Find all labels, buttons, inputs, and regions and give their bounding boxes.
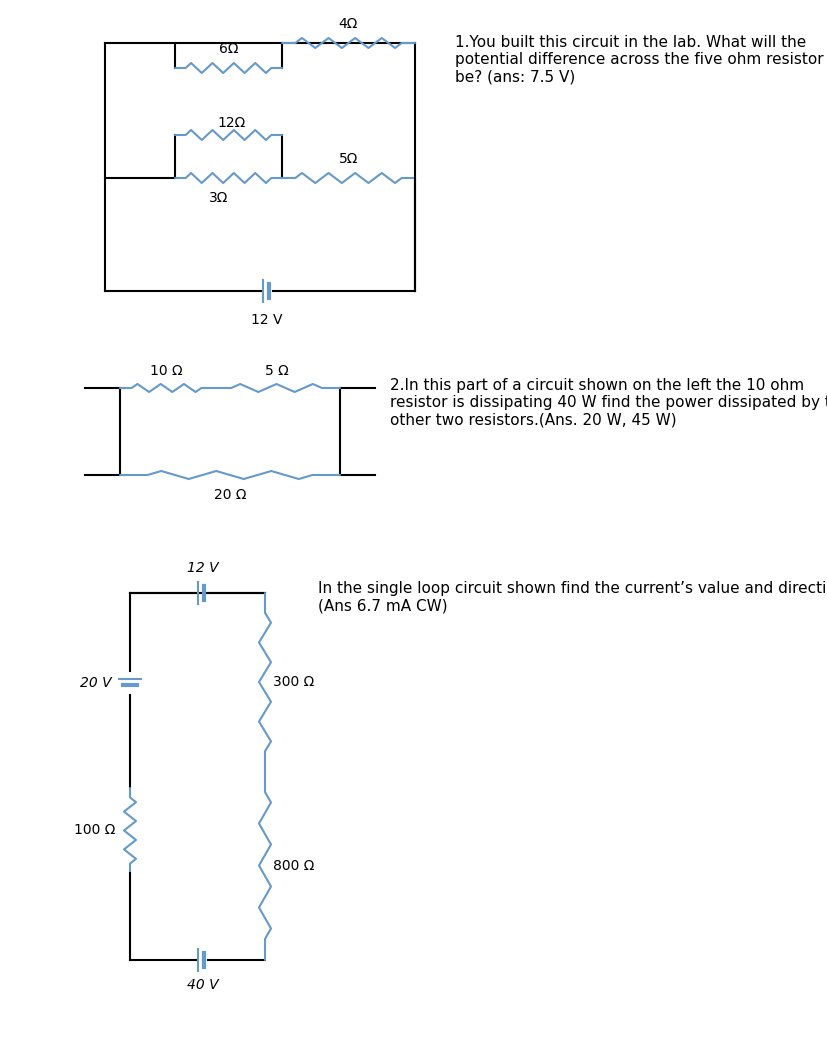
Text: 100 Ω: 100 Ω [74,824,115,838]
Text: 20 V: 20 V [80,676,112,690]
Text: 2.In this part of a circuit shown on the left the 10 ohm
resistor is dissipating: 2.In this part of a circuit shown on the… [390,378,827,428]
Text: 300 Ω: 300 Ω [273,675,314,689]
Text: In the single loop circuit shown find the current’s value and direction
(Ans 6.7: In the single loop circuit shown find th… [318,581,827,613]
Text: 5Ω: 5Ω [338,152,358,166]
Text: 1.You built this circuit in the lab. What will the
potential difference across t: 1.You built this circuit in the lab. Wha… [455,35,823,84]
Text: 12Ω: 12Ω [218,116,246,130]
Text: 12 V: 12 V [251,313,282,328]
Text: 5 Ω: 5 Ω [265,364,288,378]
Text: 4Ω: 4Ω [338,17,358,31]
Text: 12 V: 12 V [186,561,218,575]
Text: 6Ω: 6Ω [218,42,238,56]
Text: 10 Ω: 10 Ω [150,364,183,378]
Text: 20 Ω: 20 Ω [213,488,246,502]
Text: 800 Ω: 800 Ω [273,858,314,873]
Text: 40 V: 40 V [186,978,218,992]
Text: 3Ω: 3Ω [208,191,228,205]
